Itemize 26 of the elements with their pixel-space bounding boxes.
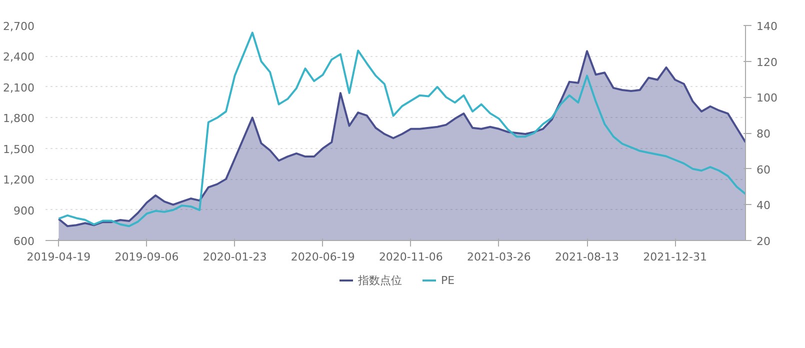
y2-tick-label: 140 xyxy=(756,20,778,33)
x-tick-label: 2020-11-06 xyxy=(378,250,443,264)
line-series xyxy=(58,32,746,228)
x-tick-label: 2021-03-26 xyxy=(466,250,531,264)
x-tick-label: 2020-01-23 xyxy=(202,250,267,264)
x-tick-label: 2019-09-06 xyxy=(114,250,179,264)
y-tick-label: 600 xyxy=(14,235,35,248)
x-tick-label: 2021-08-13 xyxy=(555,250,619,264)
y2-tick-label: 20 xyxy=(756,235,770,248)
y-tick-label: 2,700 xyxy=(3,20,35,33)
x-tick-label: 2019-04-19 xyxy=(26,250,91,264)
legend-label: 指数点位 xyxy=(358,272,402,288)
legend-label: PE xyxy=(441,274,456,286)
y2-tick-label: 120 xyxy=(756,56,778,69)
y-tick-label: 2,100 xyxy=(3,81,35,94)
x-tick-label: 2021-12-31 xyxy=(643,250,708,264)
y-tick-label: 1,200 xyxy=(3,174,35,187)
y-tick-label: 2,400 xyxy=(3,50,35,64)
y-tick-label: 1,500 xyxy=(3,142,35,156)
y-tick-label: 1,800 xyxy=(3,112,35,126)
y2-tick-label: 80 xyxy=(756,128,770,140)
y2-tick-label: 40 xyxy=(756,199,770,212)
y2-tick-label: 60 xyxy=(756,163,770,176)
y2-tick-label: 100 xyxy=(756,92,778,105)
y-tick-label: 900 xyxy=(14,204,35,218)
x-tick-label: 2020-06-19 xyxy=(290,250,355,264)
